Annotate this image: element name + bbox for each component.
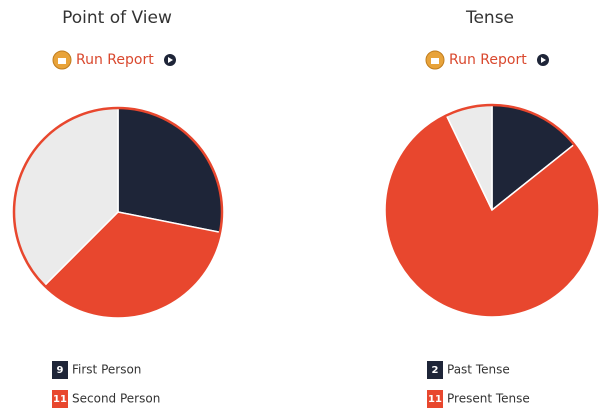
chart-title: Tense bbox=[465, 8, 514, 28]
pie-outline bbox=[12, 106, 224, 318]
legend-count: 11 bbox=[428, 394, 442, 405]
chart-title: Point of View bbox=[62, 8, 172, 28]
legend-badge bbox=[52, 390, 68, 408]
pie-slice bbox=[117, 107, 223, 234]
legend-label: Present Tense bbox=[447, 392, 530, 406]
lock-body[interactable] bbox=[58, 58, 66, 64]
pie-outline bbox=[385, 103, 599, 317]
run-report[interactable]: Run Report bbox=[449, 52, 527, 68]
lock-body[interactable] bbox=[431, 58, 439, 64]
legend-label: Past Tense bbox=[447, 363, 510, 377]
play-arrow[interactable] bbox=[168, 57, 173, 63]
play-arrow[interactable] bbox=[541, 57, 546, 63]
legend-badge bbox=[427, 361, 443, 379]
legend-count: 9 bbox=[57, 365, 64, 376]
legend-label: First Person bbox=[72, 363, 141, 377]
legend-count: 11 bbox=[53, 394, 67, 405]
legend-count: 2 bbox=[432, 365, 439, 376]
legend-badge bbox=[427, 390, 443, 408]
run-report[interactable]: Run Report bbox=[76, 52, 154, 68]
legend-badge bbox=[52, 361, 68, 379]
legend-label: Second Person bbox=[72, 392, 160, 406]
